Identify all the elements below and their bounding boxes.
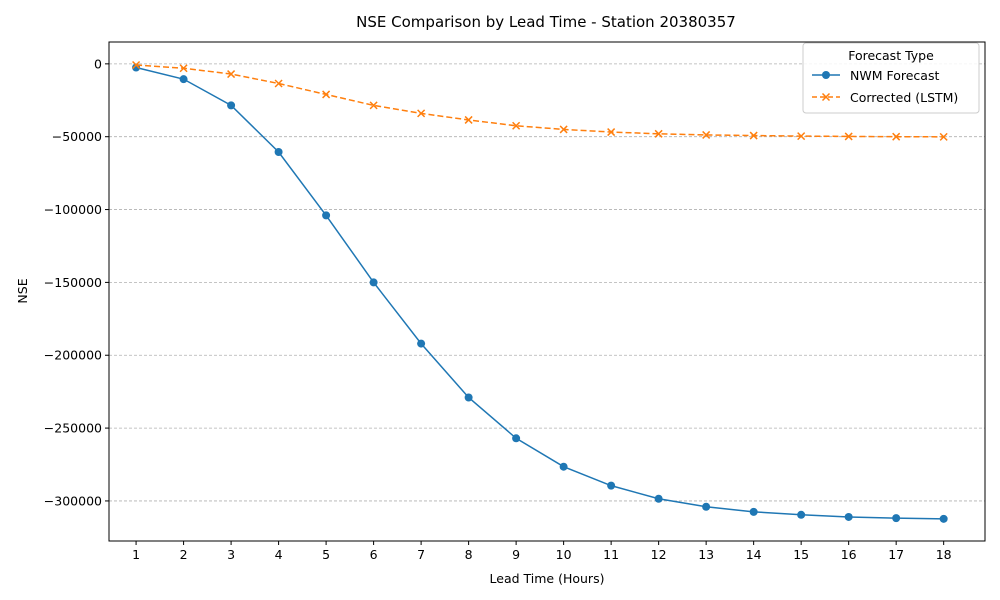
data-point-nwm bbox=[654, 494, 663, 503]
data-point-lstm bbox=[797, 132, 806, 141]
legend-title: Forecast Type bbox=[848, 48, 934, 63]
data-point-nwm bbox=[417, 339, 426, 348]
data-point-lstm bbox=[607, 128, 616, 137]
x-axis: 1 2 3 4 5 6 7 8 9 10 11 12 13 14 15 16 17 18 bbox=[132, 541, 952, 562]
y-axis: 0 −50000 −100000 −150000 −200000 −250000 −3000… bbox=[44, 56, 109, 508]
data-point-lstm bbox=[464, 115, 473, 124]
data-point-lstm bbox=[749, 131, 758, 140]
data-point-nwm bbox=[322, 211, 331, 220]
series-line-nwm bbox=[135, 66, 944, 520]
data-point-lstm bbox=[512, 121, 521, 130]
x-tick-label: 4 bbox=[275, 547, 283, 562]
y-tick-label: −100000 bbox=[44, 202, 102, 217]
legend-label-lstm: Corrected (LSTM) bbox=[850, 90, 958, 105]
data-point-lstm bbox=[417, 109, 426, 118]
x-tick-label: 12 bbox=[651, 547, 667, 562]
x-tick-label: 14 bbox=[746, 547, 762, 562]
x-tick-label: 6 bbox=[370, 547, 378, 562]
x-tick-label: 13 bbox=[698, 547, 714, 562]
data-point-nwm bbox=[797, 510, 806, 519]
series-layer bbox=[132, 60, 948, 523]
y-tick-label: −50000 bbox=[52, 129, 102, 144]
y-tick-label: 0 bbox=[94, 56, 102, 71]
x-tick-label: 7 bbox=[417, 547, 425, 562]
data-point-nwm bbox=[892, 514, 901, 523]
y-axis-label: NSE bbox=[15, 278, 30, 303]
data-point-lstm bbox=[892, 132, 901, 141]
data-point-lstm bbox=[844, 132, 853, 141]
legend: Forecast Type NWM Forecast Corrected (LS… bbox=[802, 42, 980, 114]
x-tick-label: 16 bbox=[841, 547, 857, 562]
data-point-lstm bbox=[227, 70, 236, 79]
data-point-lstm bbox=[559, 125, 568, 134]
data-point-nwm bbox=[464, 393, 473, 402]
grid-lines bbox=[109, 63, 985, 502]
chart-title: NSE Comparison by Lead Time - Station 20… bbox=[356, 13, 736, 31]
series-line-lstm bbox=[136, 64, 944, 138]
x-tick-label: 3 bbox=[227, 547, 235, 562]
x-tick-label: 15 bbox=[793, 547, 809, 562]
data-point-nwm bbox=[512, 434, 521, 443]
legend-marker-nwm bbox=[822, 71, 830, 79]
data-point-nwm bbox=[227, 101, 236, 110]
plot-frame bbox=[108, 41, 986, 542]
x-tick-label: 2 bbox=[180, 547, 188, 562]
y-tick-label: −200000 bbox=[44, 348, 102, 363]
data-point-lstm bbox=[702, 130, 711, 139]
data-point-nwm bbox=[559, 462, 568, 471]
data-point-lstm bbox=[322, 90, 331, 99]
data-point-lstm bbox=[274, 79, 283, 88]
y-tick-label: −300000 bbox=[44, 493, 102, 508]
data-point-nwm bbox=[702, 502, 711, 511]
x-tick-label: 8 bbox=[465, 547, 473, 562]
x-tick-label: 10 bbox=[556, 547, 572, 562]
y-tick-label: −150000 bbox=[44, 275, 102, 290]
x-axis-label: Lead Time (Hours) bbox=[490, 571, 605, 586]
x-tick-label: 18 bbox=[936, 547, 952, 562]
legend-marker-lstm bbox=[821, 92, 831, 102]
data-point-nwm bbox=[749, 507, 758, 516]
data-point-nwm bbox=[179, 75, 188, 84]
legend-label-nwm: NWM Forecast bbox=[850, 68, 939, 83]
data-point-lstm bbox=[939, 132, 948, 141]
x-tick-label: 9 bbox=[512, 547, 520, 562]
x-tick-label: 11 bbox=[603, 547, 619, 562]
data-point-nwm bbox=[844, 512, 853, 521]
x-tick-label: 17 bbox=[888, 547, 904, 562]
y-tick-label: −250000 bbox=[44, 421, 102, 436]
data-point-nwm bbox=[607, 481, 616, 490]
data-point-lstm bbox=[179, 64, 188, 73]
legend-box bbox=[802, 42, 980, 114]
data-point-lstm bbox=[132, 60, 141, 70]
data-point-lstm bbox=[654, 129, 663, 138]
data-point-nwm bbox=[939, 514, 948, 523]
x-tick-label: 1 bbox=[132, 547, 140, 562]
x-tick-label: 5 bbox=[322, 547, 330, 562]
data-point-nwm bbox=[369, 278, 378, 287]
data-point-lstm bbox=[369, 101, 378, 110]
data-point-nwm bbox=[274, 147, 283, 156]
